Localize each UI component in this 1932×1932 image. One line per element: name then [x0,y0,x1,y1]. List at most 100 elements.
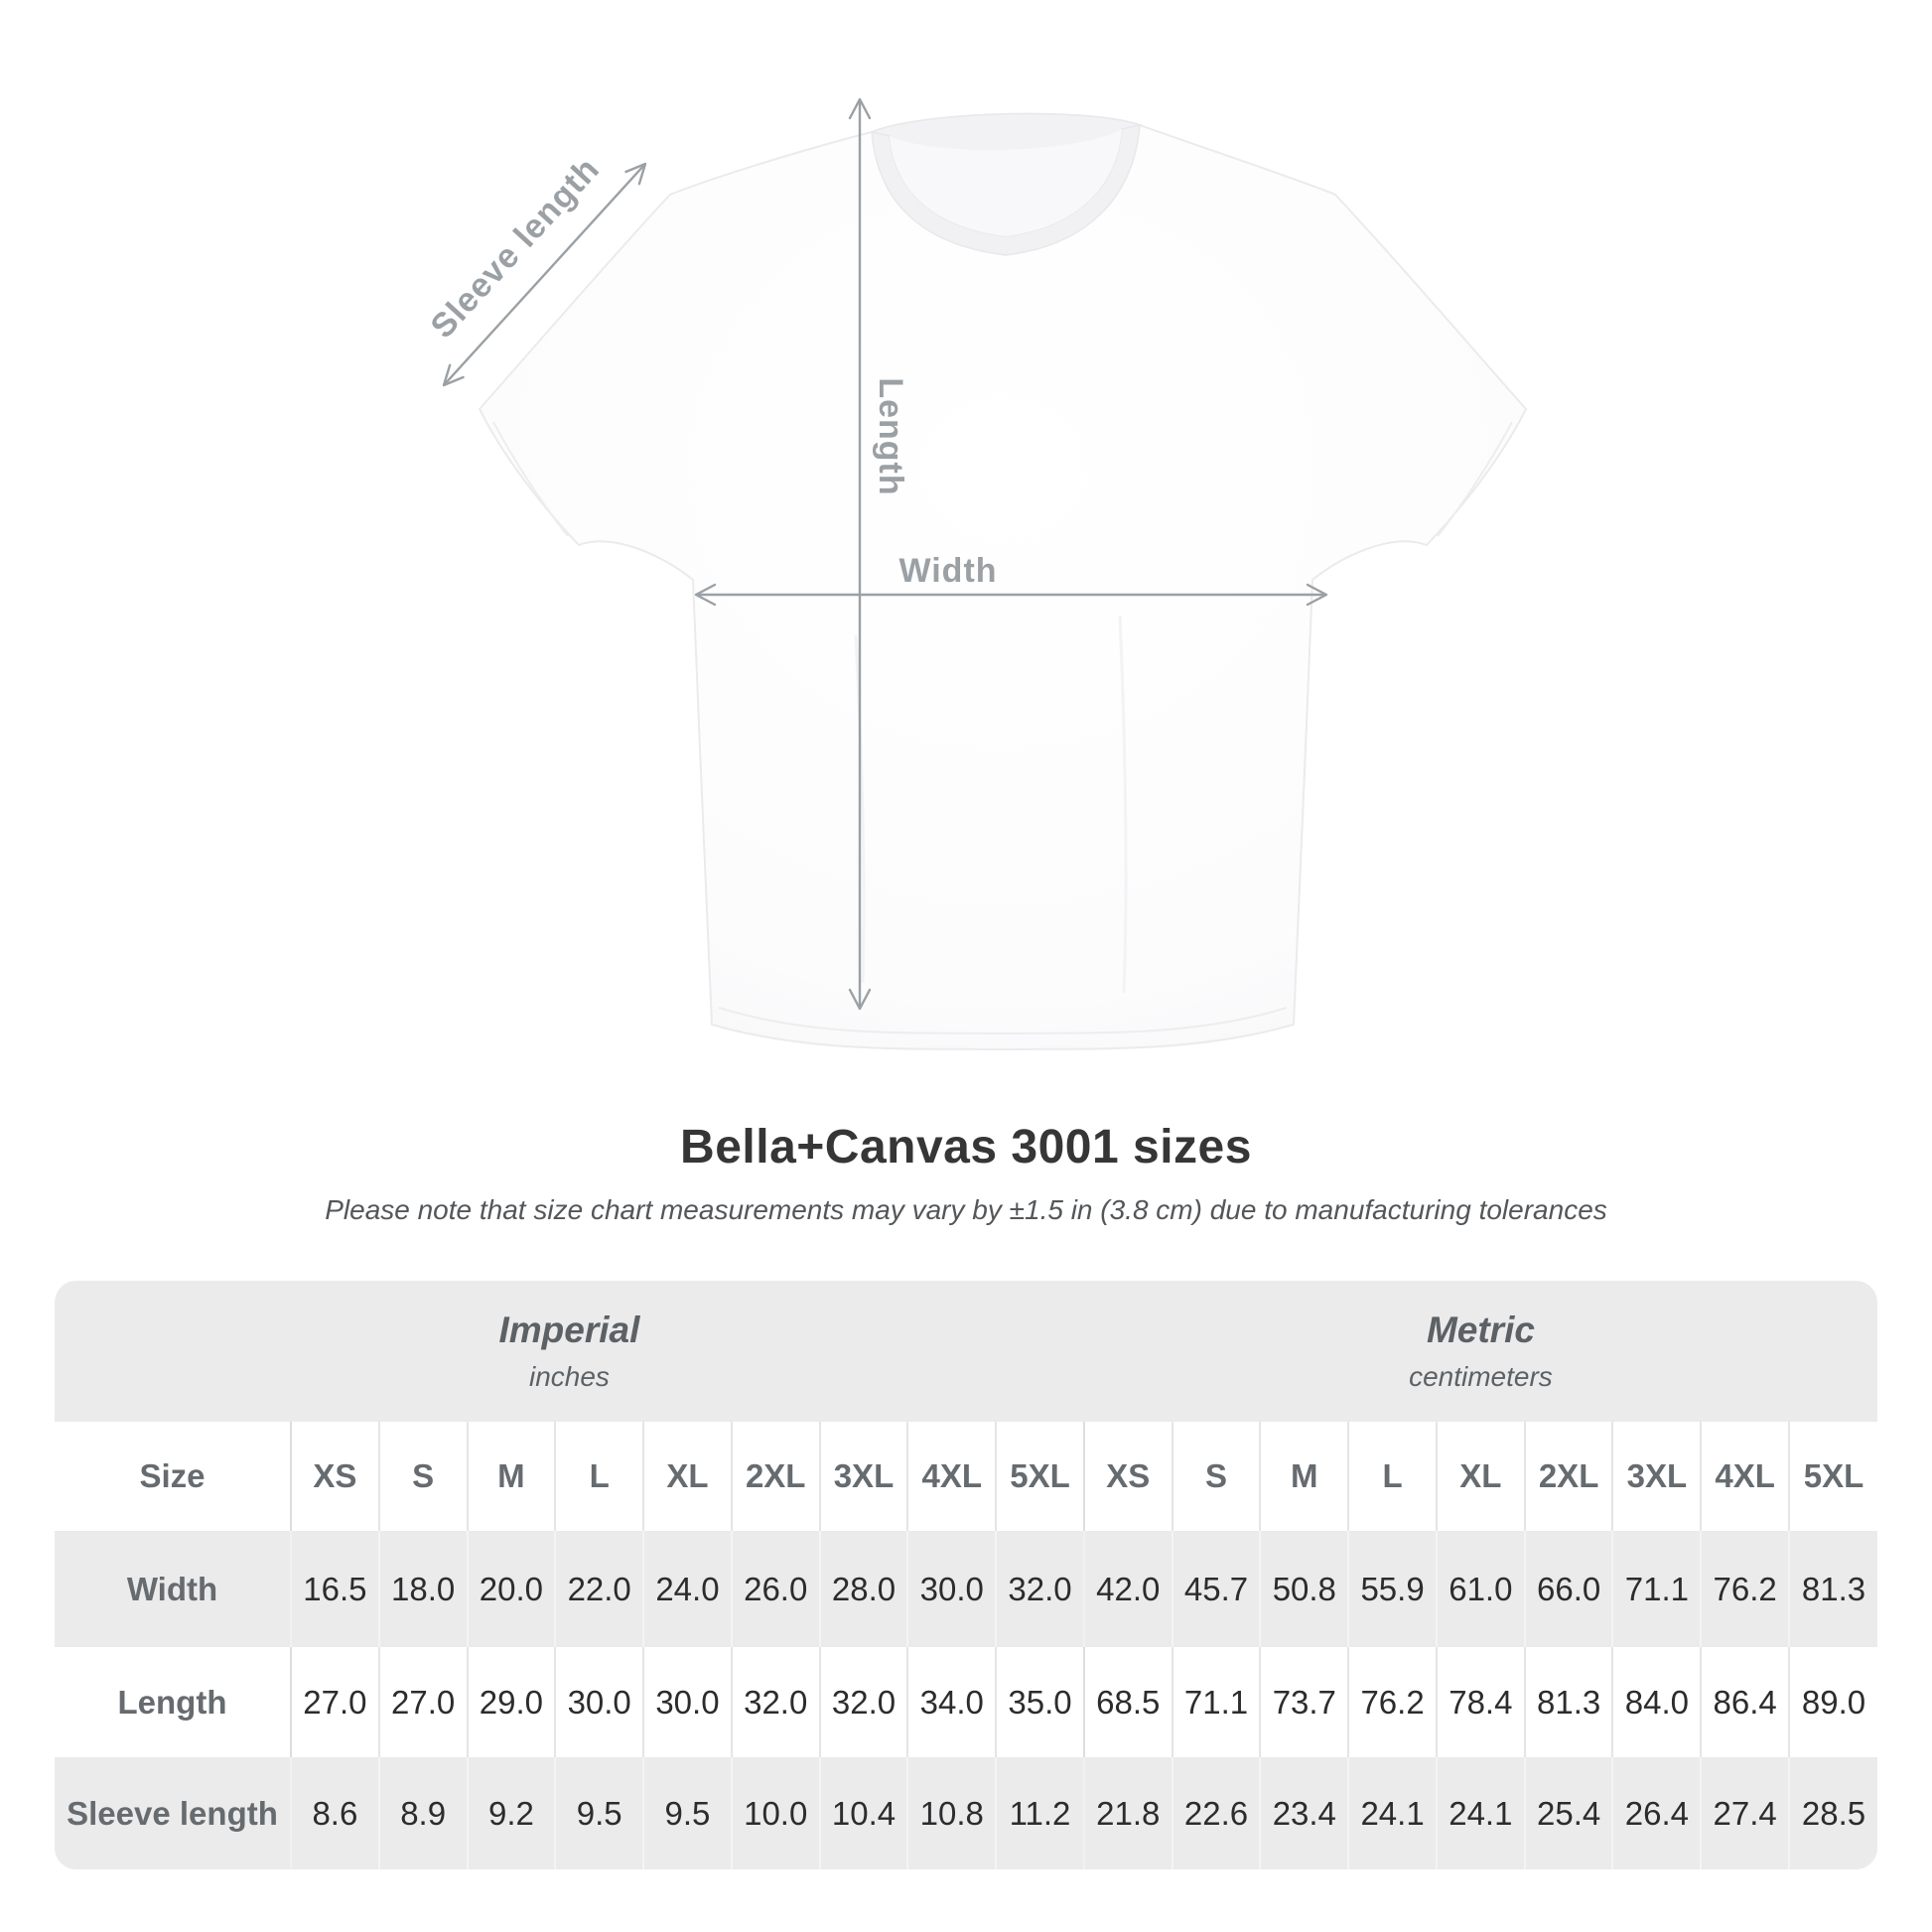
tshirt-measurement-diagram: Sleeve length Length Width [423,97,1528,1051]
cell-value: 32.0 [996,1531,1085,1647]
cell-value: 20.0 [467,1531,557,1647]
cell-value: 32.0 [731,1647,821,1757]
size-header: 5XL [1789,1422,1877,1531]
cell-value: 24.1 [1348,1757,1438,1869]
measurement-arrows [442,97,1328,1011]
cell-value: 71.1 [1612,1531,1703,1647]
metric-group-header: Metric centimeters [1084,1281,1877,1422]
size-header: 3XL [1612,1422,1703,1531]
cell-value: 42.0 [1083,1531,1173,1647]
cell-value: 84.0 [1612,1647,1703,1757]
size-header: XL [1436,1422,1526,1531]
hem-stitch [718,1007,1288,1035]
row-label: Sleeve length [55,1757,292,1869]
right-cuff-stitch [1437,421,1513,537]
table-row-length: Length 27.0 27.0 29.0 30.0 30.0 32.0 32.… [55,1647,1877,1757]
length-arrowhead-top [848,97,872,120]
cell-value: 89.0 [1789,1647,1877,1757]
cell-value: 28.5 [1789,1757,1877,1869]
cell-value: 30.0 [643,1647,733,1757]
cell-value: 22.6 [1172,1757,1262,1869]
cell-value: 73.7 [1260,1647,1350,1757]
cell-value: 81.3 [1524,1647,1614,1757]
size-header: XS [1083,1422,1173,1531]
cell-value: 68.5 [1083,1647,1173,1757]
heading-block: Bella+Canvas 3001 sizes Please note that… [0,1120,1932,1226]
metric-group-unit: centimeters [1409,1361,1553,1392]
row-label: Width [55,1531,292,1647]
size-header: M [467,1422,557,1531]
cell-value: 27.0 [291,1647,380,1757]
cell-value: 27.0 [378,1647,469,1757]
width-arrowhead-right [1306,583,1328,607]
size-header: M [1260,1422,1350,1531]
imperial-group-unit: inches [528,1361,610,1392]
cell-value: 30.0 [907,1531,998,1647]
cell-value: 10.4 [819,1757,909,1869]
size-header: XS [291,1422,380,1531]
metric-group-name: Metric [1426,1310,1535,1350]
size-header: 4XL [907,1422,998,1531]
cell-value: 71.1 [1172,1647,1262,1757]
page-title: Bella+Canvas 3001 sizes [680,1121,1252,1173]
cell-value: 24.0 [643,1531,733,1647]
size-header: 2XL [1524,1422,1614,1531]
cell-value: 21.8 [1083,1757,1173,1869]
cell-value: 78.4 [1436,1647,1526,1757]
cell-value: 86.4 [1701,1647,1791,1757]
cell-value: 8.9 [378,1757,469,1869]
size-header: S [1172,1422,1262,1531]
size-header: 4XL [1701,1422,1791,1531]
cell-value: 27.4 [1701,1757,1791,1869]
size-header: L [1348,1422,1438,1531]
tolerance-note: Please note that size chart measurements… [325,1194,1607,1225]
sleeve-arrowhead-bottom [442,363,465,387]
cell-value: 22.0 [555,1531,645,1647]
size-header-row: Size XS S M L XL 2XL 3XL 4XL 5XL XS S M … [55,1422,1877,1531]
cell-value: 34.0 [907,1647,998,1757]
cell-value: 18.0 [378,1531,469,1647]
size-header: L [555,1422,645,1531]
imperial-group-name: Imperial [498,1310,640,1350]
fabric-wrinkle [854,634,866,984]
width-arrowhead-left [694,583,717,607]
cell-value: 9.2 [467,1757,557,1869]
cell-value: 11.2 [996,1757,1085,1869]
unit-group-header-row: Imperial inches Metric centimeters [55,1281,1877,1422]
cell-value: 26.4 [1612,1757,1703,1869]
fabric-wrinkle [1118,615,1128,994]
cell-value: 32.0 [819,1647,909,1757]
table-row-width: Width 16.5 18.0 20.0 22.0 24.0 26.0 28.0… [55,1531,1877,1647]
table-row-sleeve-length: Sleeve length 8.6 8.9 9.2 9.5 9.5 10.0 1… [55,1757,1877,1869]
row-label: Length [55,1647,292,1757]
cell-value: 10.0 [731,1757,821,1869]
cell-value: 61.0 [1436,1531,1526,1647]
tshirt-body [478,112,1528,1051]
left-cuff-stitch [492,421,569,537]
size-header: 2XL [731,1422,821,1531]
tshirt-illustration [478,112,1528,1051]
cell-value: 76.2 [1701,1531,1791,1647]
cell-value: 24.1 [1436,1757,1526,1869]
size-header: XL [643,1422,733,1531]
length-arrowhead-bottom [848,988,872,1011]
neck-opening [890,129,1122,236]
cell-value: 76.2 [1348,1647,1438,1757]
sleeve-arrowhead-top [624,162,647,186]
cell-value: 55.9 [1348,1531,1438,1647]
sleeve-length-arrow [443,163,646,386]
cell-value: 45.7 [1172,1531,1262,1647]
imperial-group-header: Imperial inches [55,1281,1084,1422]
cell-value: 30.0 [555,1647,645,1757]
cell-value: 29.0 [467,1647,557,1757]
cell-value: 25.4 [1524,1757,1614,1869]
cell-value: 26.0 [731,1531,821,1647]
cell-value: 10.8 [907,1757,998,1869]
size-header: S [378,1422,469,1531]
cell-value: 81.3 [1789,1531,1877,1647]
cell-value: 28.0 [819,1531,909,1647]
cell-value: 16.5 [291,1531,380,1647]
cell-value: 23.4 [1260,1757,1350,1869]
size-header: 5XL [996,1422,1085,1531]
size-chart-table: Imperial inches Metric centimeters Size … [55,1281,1877,1869]
